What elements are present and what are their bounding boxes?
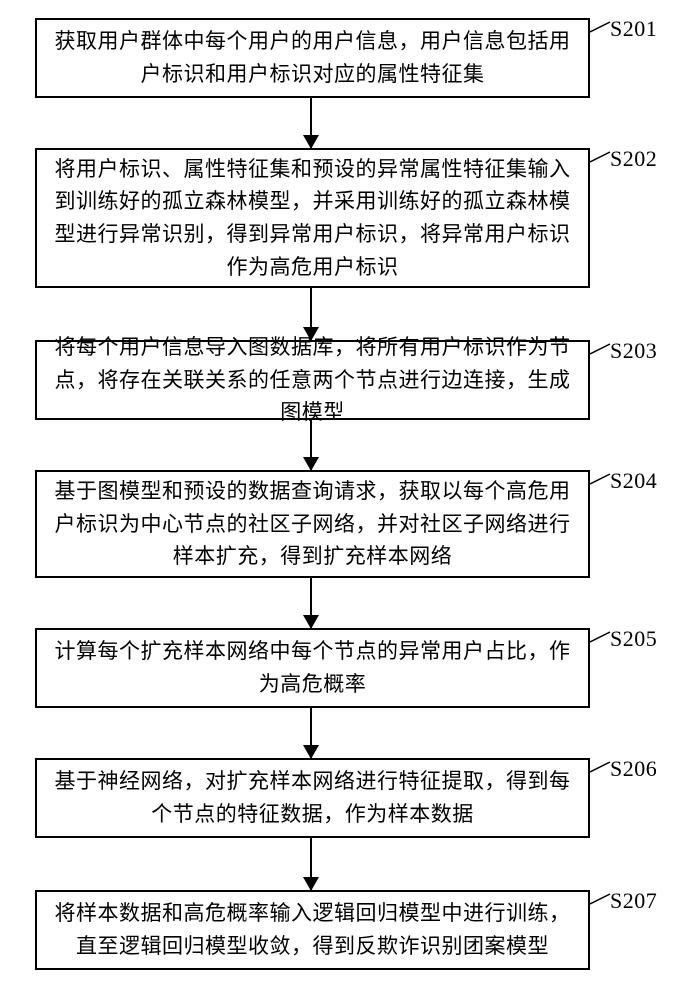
- arrow: [310, 98, 312, 148]
- step-text: 将每个用户信息导入图数据库，将所有用户标识作为节点，将存在关联关系的任意两个节点…: [51, 331, 574, 429]
- label-connector: [590, 758, 612, 782]
- step-text: 基于图模型和预设的数据查询请求，获取以每个高危用户标识为中心节点的社区子网络，并…: [51, 475, 574, 573]
- step-box-s202: 将用户标识、属性特征集和预设的异常属性特征集输入到训练好的孤立森林模型，并采用训…: [35, 148, 590, 288]
- arrow: [310, 838, 312, 890]
- step-box-s201: 获取用户群体中每个用户的用户信息，用户信息包括用户标识和用户标识对应的属性特征集: [35, 18, 590, 98]
- step-label-s207: S207: [610, 888, 657, 914]
- label-connector: [590, 628, 612, 652]
- step-label-s202: S202: [610, 146, 657, 172]
- step-label-s204: S204: [610, 468, 657, 494]
- step-box-s204: 基于图模型和预设的数据查询请求，获取以每个高危用户标识为中心节点的社区子网络，并…: [35, 470, 590, 578]
- step-box-s206: 基于神经网络，对扩充样本网络进行特征提取，得到每个节点的特征数据，作为样本数据: [35, 758, 590, 838]
- label-connector: [590, 148, 612, 172]
- step-box-s205: 计算每个扩充样本网络中每个节点的异常用户占比，作为高危概率: [35, 628, 590, 708]
- label-connector: [590, 18, 612, 42]
- step-text: 基于神经网络，对扩充样本网络进行特征提取，得到每个节点的特征数据，作为样本数据: [51, 765, 574, 830]
- label-connector: [590, 340, 612, 364]
- step-label-s205: S205: [610, 626, 657, 652]
- step-label-s206: S206: [610, 756, 657, 782]
- label-connector: [590, 470, 612, 494]
- step-label-s203: S203: [610, 338, 657, 364]
- label-connector: [590, 890, 612, 914]
- step-text: 将样本数据和高危概率输入逻辑回归模型中进行训练，直至逻辑回归模型收敛，得到反欺诈…: [51, 897, 574, 962]
- step-box-s207: 将样本数据和高危概率输入逻辑回归模型中进行训练，直至逻辑回归模型收敛，得到反欺诈…: [35, 890, 590, 970]
- step-text: 获取用户群体中每个用户的用户信息，用户信息包括用户标识和用户标识对应的属性特征集: [51, 25, 574, 90]
- arrow: [310, 708, 312, 758]
- arrow: [310, 420, 312, 470]
- step-box-s203: 将每个用户信息导入图数据库，将所有用户标识作为节点，将存在关联关系的任意两个节点…: [35, 340, 590, 420]
- flowchart-canvas: 获取用户群体中每个用户的用户信息，用户信息包括用户标识和用户标识对应的属性特征集…: [0, 0, 695, 1000]
- step-text: 计算每个扩充样本网络中每个节点的异常用户占比，作为高危概率: [51, 635, 574, 700]
- step-text: 将用户标识、属性特征集和预设的异常属性特征集输入到训练好的孤立森林模型，并采用训…: [51, 153, 574, 283]
- step-label-s201: S201: [610, 16, 657, 42]
- arrow: [310, 578, 312, 628]
